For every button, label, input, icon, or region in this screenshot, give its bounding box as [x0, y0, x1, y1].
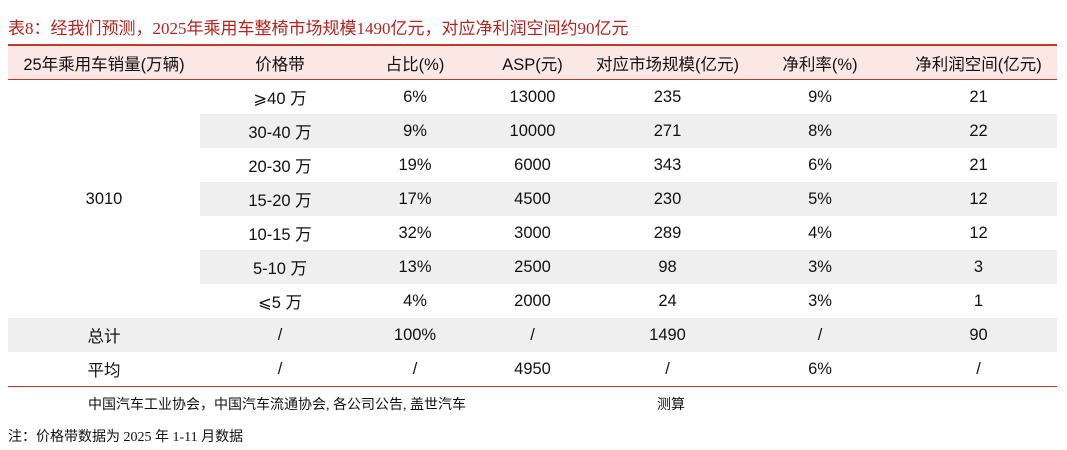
header-cell: 对应市场规模(亿元)	[595, 44, 740, 80]
header-cell: 占比(%)	[360, 44, 470, 80]
table-cell: 3000	[514, 223, 551, 242]
table-cell: 32%	[398, 223, 432, 242]
table-cell: 15-20 万	[200, 182, 360, 216]
header-cell: ASP(元)	[470, 44, 595, 80]
table-cell: 2500	[470, 250, 595, 284]
table-cell: 3010	[85, 189, 123, 208]
table-cell: /	[470, 318, 595, 352]
table-cell: 343	[653, 155, 682, 174]
table-cell: 2000	[514, 291, 551, 310]
table-cell: 4500	[470, 182, 595, 216]
table-cell: 13%	[360, 250, 470, 284]
table-cell: 10-15 万	[248, 226, 312, 244]
header-cell: 25年乘用车销量(万辆)	[8, 44, 200, 80]
table-cell: 6%	[403, 87, 427, 106]
table-cell: 4%	[403, 291, 427, 310]
table-cell: /	[360, 352, 470, 387]
table-cell: 1	[973, 291, 984, 310]
table-cell: ⩽5 万	[257, 294, 303, 312]
table-row: 15-20 万 17% 4500 230 5% 12	[8, 182, 1057, 216]
table-cell: 1490	[595, 318, 740, 352]
source: 测算	[657, 398, 685, 413]
table-cell: 4%	[808, 223, 832, 242]
table-cell: 100%	[360, 318, 470, 352]
source: 中国汽车工业协会，中国汽车流通协会, 各公司公告, 盖世汽车	[88, 398, 466, 413]
table-cell: 271	[595, 114, 740, 148]
table-body: 3010 ⩾40 万 6% 13000 235 9% 21 30-40 万 9% 10000 271…	[8, 80, 1057, 387]
table-row: 平均 //4950/6% /	[8, 352, 1057, 387]
table-row: 10-15 万 32% 3000 289 4% 12	[8, 216, 1057, 250]
table-cell: 21	[969, 155, 988, 174]
table-cell: 289	[653, 223, 682, 242]
header-row: 25年乘用车销量(万辆) 价格带 占比(%) ASP(元) 对应市场规模(亿元) 净利率(…	[8, 44, 1057, 80]
table-row: ⩽5 万 4% 2000 24 3% 1	[8, 284, 1057, 318]
table-cell: 30-40 万	[200, 114, 360, 148]
table-cell: 13000	[509, 87, 556, 106]
table-cell: 3	[900, 250, 1057, 284]
table-cell: 6%	[808, 155, 832, 174]
table-cell: 24	[658, 291, 677, 310]
table-cell: 6%	[740, 352, 900, 387]
table-cell: 5%	[740, 182, 900, 216]
table-cell: 平均	[8, 352, 200, 387]
table-cell: 8%	[740, 114, 900, 148]
table-cell: 21	[969, 87, 988, 106]
table-cell: 5-10 万	[200, 250, 360, 284]
table-cell: 10000	[470, 114, 595, 148]
table-cell: 235	[653, 87, 682, 106]
table-cell: 22	[900, 114, 1057, 148]
table-row: 总计/100%/1490/90	[8, 318, 1057, 352]
table-cell: 3%	[740, 250, 900, 284]
table-cell: 20-30 万	[248, 158, 312, 176]
table-cell: 19%	[398, 155, 432, 174]
table-cell: /	[200, 318, 360, 352]
table-cell: 9%	[360, 114, 470, 148]
table-cell: 230	[595, 182, 740, 216]
note: 注：价格带数据为 2025 年 1-11 月数据	[8, 430, 244, 445]
table-row: 5-10 万 13% 2500 98 3% 3	[8, 250, 1057, 284]
table-cell: /	[595, 352, 740, 387]
table-title: 表8：经我们预测，2025年乘用车整椅市场规模1490亿元，对应净利润空间约90…	[8, 19, 629, 38]
table-cell: /	[900, 352, 1057, 387]
header-cell: 净利率(%)	[740, 44, 900, 80]
table-cell: 4950	[470, 352, 595, 387]
header-cell: 净利润空间(亿元)	[900, 44, 1057, 80]
table-cell: 总计	[8, 318, 200, 352]
header-cell: 价格带	[200, 44, 360, 80]
table-cell: 98	[595, 250, 740, 284]
table-cell: 9%	[808, 87, 832, 106]
table-cell: /	[740, 318, 900, 352]
table-cell: 3%	[808, 291, 832, 310]
table-cell: 12	[969, 223, 988, 242]
table-cell: /	[200, 352, 360, 387]
table-row: 30-40 万 9% 10000 271 8% 22	[8, 114, 1057, 148]
table-cell: 12	[900, 182, 1057, 216]
table-row: 20-30 万 19% 6000 343 6% 21	[8, 148, 1057, 182]
table-cell: 17%	[360, 182, 470, 216]
table-cell: ⩾40 万	[253, 90, 307, 108]
data-table: 25年乘用车销量(万辆) 价格带 占比(%) ASP(元) 对应市场规模(亿元) 净利率(…	[8, 44, 1057, 387]
table-cell: 90	[900, 318, 1057, 352]
table-row: 3010 ⩾40 万 6% 13000 235 9% 21	[8, 80, 1057, 208]
table-cell: 6000	[514, 155, 551, 174]
